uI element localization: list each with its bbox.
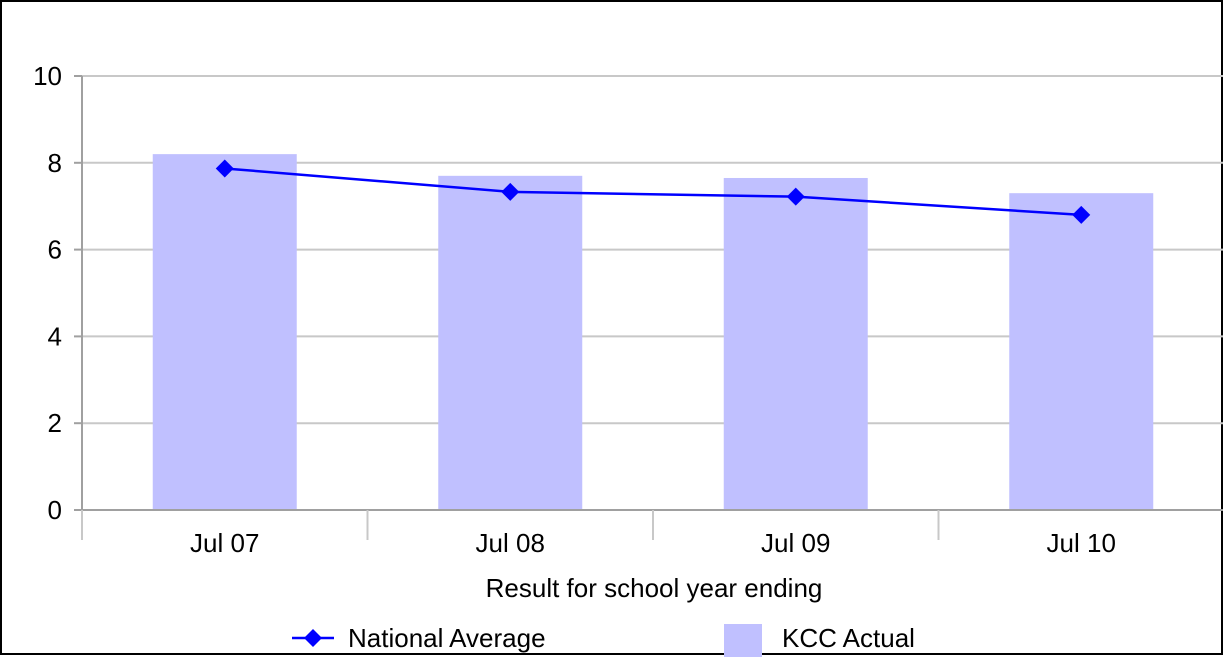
x-tick-label: Jul 08 xyxy=(476,528,545,558)
x-tick-label: Jul 09 xyxy=(761,528,830,558)
legend-label: KCC Actual xyxy=(782,623,915,653)
y-tick-label: 4 xyxy=(48,321,62,351)
bar xyxy=(723,177,868,511)
y-tick-label: 10 xyxy=(33,61,62,91)
y-tick-label: 8 xyxy=(48,148,62,178)
line-point xyxy=(1072,205,1091,224)
bar xyxy=(152,154,297,510)
line-point xyxy=(786,187,805,206)
x-tick-label: Jul 07 xyxy=(190,528,259,558)
legend-label: National Average xyxy=(348,623,546,653)
line-point xyxy=(215,159,234,178)
bar xyxy=(438,175,583,510)
axes xyxy=(74,75,1223,540)
tick-labels: 0 2 4 6 8 10 Jul 07 Jul 08 Jul 09 Jul 10 xyxy=(33,61,1116,558)
y-tick-label: 2 xyxy=(48,408,62,438)
line-point xyxy=(501,182,520,201)
line-series-national-average xyxy=(215,159,1091,224)
series-line xyxy=(224,167,1082,217)
bar-series-kcc-actual xyxy=(152,154,1154,511)
y-tick-label: 0 xyxy=(48,495,62,525)
bar xyxy=(1009,193,1154,510)
y-tick-label: 6 xyxy=(48,235,62,265)
legend: National Average KCC Actual xyxy=(292,623,915,657)
x-tick-label: Jul 10 xyxy=(1047,528,1116,558)
legend-bar-swatch xyxy=(724,624,762,657)
x-axis-title: Result for school year ending xyxy=(486,573,823,603)
legend-diamond-marker xyxy=(304,629,322,647)
